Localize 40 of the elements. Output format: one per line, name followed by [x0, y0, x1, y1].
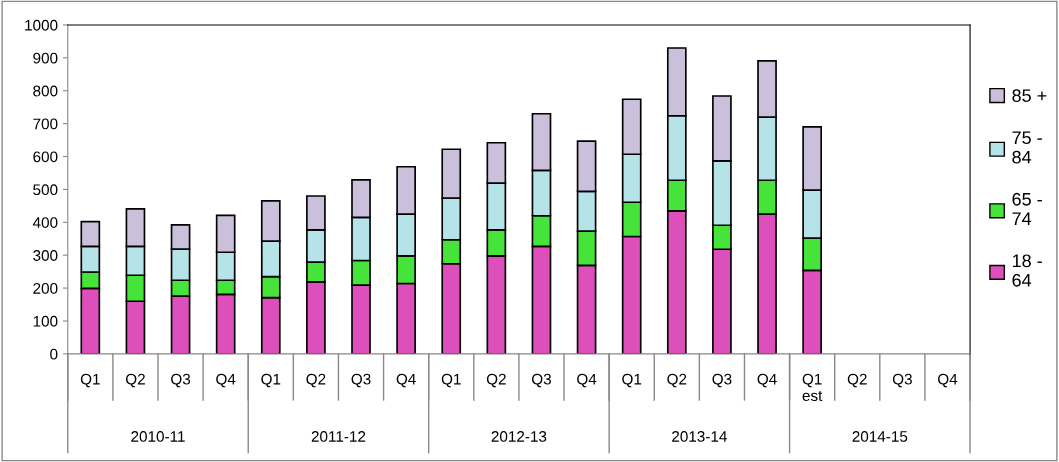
x-tick-label: Q3 [171, 373, 191, 388]
x-tick-label: Q4 [757, 373, 777, 388]
x-tick-label: Q1 est [802, 373, 823, 402]
x-tick-label: Q4 [577, 373, 597, 388]
y-tick-label: 100 [33, 315, 58, 327]
x-tick-label: Q1 [80, 373, 100, 388]
x-tick-label: Q2 [306, 373, 326, 388]
x-tick-label: Q4 [216, 373, 236, 388]
x-tick-label: Q1 [622, 373, 642, 388]
y-tick-label: 400 [32, 217, 58, 228]
x-tick-label: Q2 [125, 373, 145, 388]
legend-label: 65 - 74 [1012, 192, 1042, 225]
x-tick-label: Q3 [532, 373, 551, 388]
x-tick-label: Q3 [351, 373, 371, 388]
y-tick-label: 1000 [25, 19, 58, 31]
x-tick-label: Q2 [667, 373, 687, 388]
x-tick-label: Q4 [938, 373, 958, 388]
y-tick-label: 200 [33, 282, 58, 294]
text: 2011-12 [311, 431, 366, 442]
y-tick-label: 500 [33, 184, 58, 196]
y-tick-label: 300 [33, 250, 58, 261]
legend-label: 75 - 84 [1012, 131, 1042, 164]
text: 2014-15 [852, 431, 908, 442]
x-tick-label: Q3 [712, 373, 732, 388]
x-tick-label: Q3 [892, 373, 912, 388]
legend-label: 85 + [1012, 89, 1047, 102]
x-tick-label: Q2 [486, 373, 506, 388]
x-tick-label: Q1 [441, 373, 461, 388]
text: 2010-11 [131, 431, 185, 442]
x-tick-label: Q1 [261, 373, 281, 388]
x-tick-label: Q4 [396, 373, 416, 388]
y-tick-label: 900 [33, 52, 58, 64]
y-tick-label: 800 [33, 85, 58, 97]
legend-label: 18 - 64 [1012, 254, 1042, 287]
y-tick-label: 600 [33, 151, 58, 163]
text: 2013-14 [672, 431, 727, 442]
y-tick-label: 700 [33, 118, 58, 130]
x-tick-label: Q2 [847, 373, 867, 388]
text: 2012-13 [491, 431, 547, 442]
y-tick-label: 0 [50, 348, 58, 360]
